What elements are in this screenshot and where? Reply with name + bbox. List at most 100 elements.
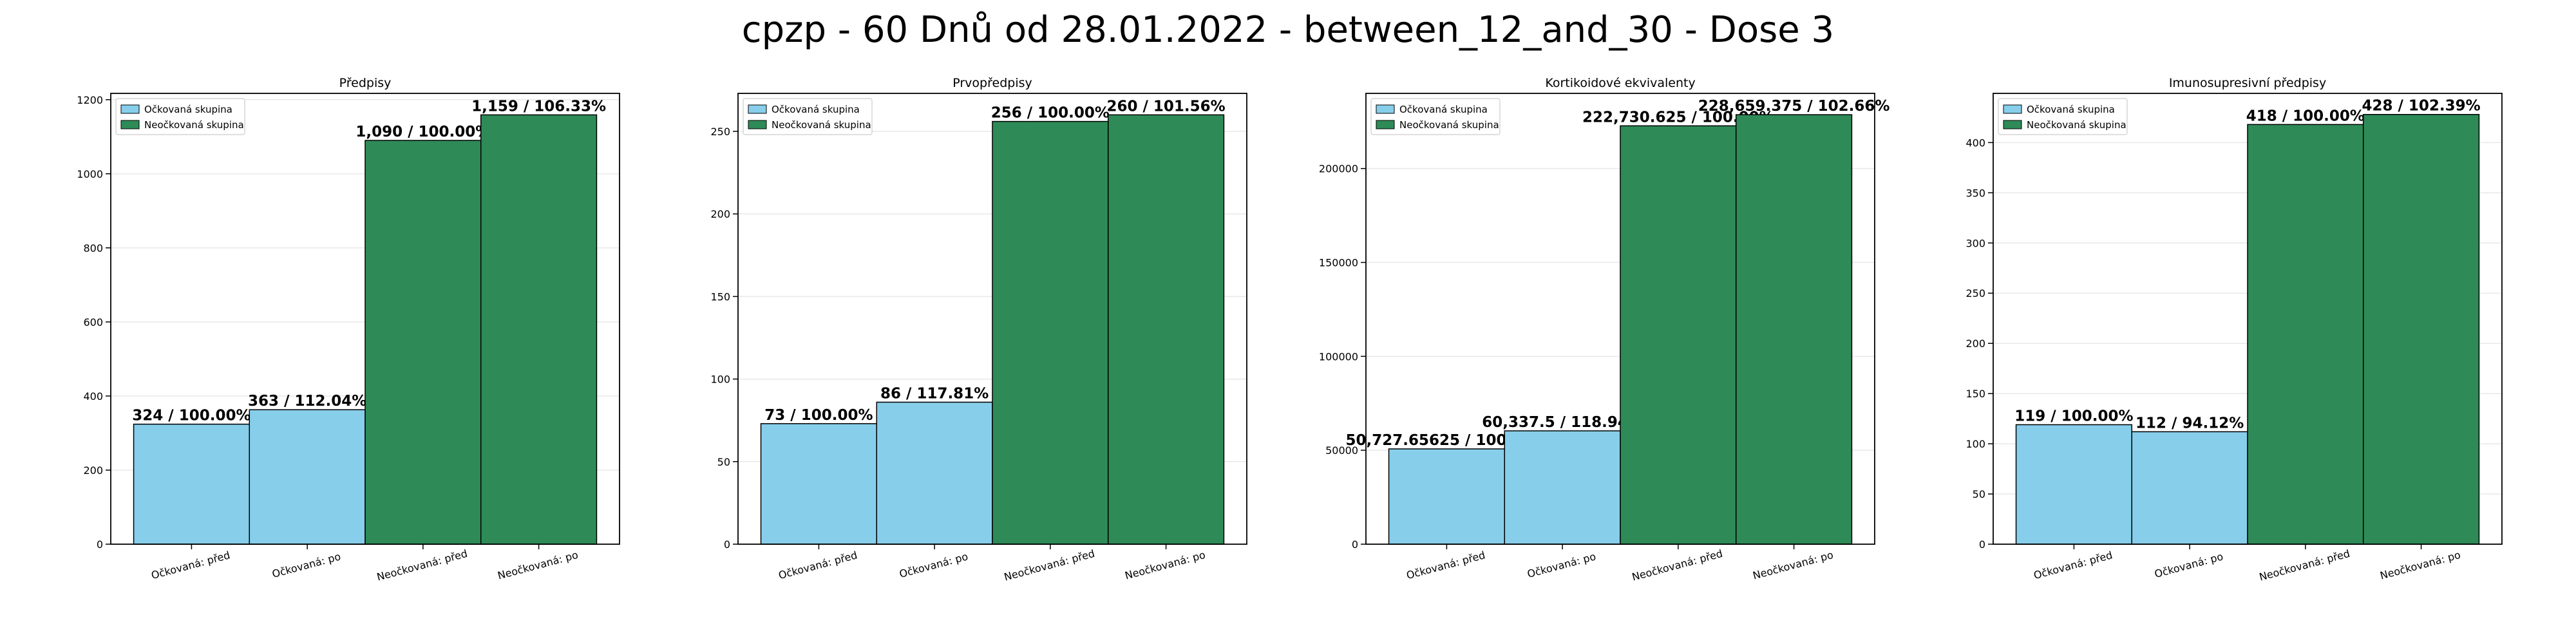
y-tick-label: 50 [1973, 488, 1985, 500]
legend: Očkovaná skupina Neočkovaná skupina [743, 98, 873, 135]
bar [2362, 113, 2480, 545]
bar [1735, 114, 1853, 545]
data-label: 428 / 102.39% [2362, 98, 2480, 115]
x-tick-label: Očkovaná: před [777, 549, 859, 582]
legend-entry: Očkovaná skupina [1399, 104, 1488, 115]
chart-title: Předpisy [339, 76, 392, 90]
y-tick-label: 100 [710, 374, 730, 386]
x-tick-label: Očkovaná: po [270, 550, 342, 580]
y-tick-label: 100 [1965, 438, 1985, 450]
x-tick-label: Očkovaná: po [1526, 550, 1597, 580]
bar [1388, 448, 1506, 545]
chart-title: Prvopředpisy [952, 76, 1032, 90]
x-tick-label: Neočkovaná: po [497, 549, 580, 582]
legend-swatch [120, 104, 140, 114]
legend-box [1370, 98, 1501, 135]
y-tick-label: 400 [1965, 137, 1985, 149]
bar [133, 423, 251, 545]
legend-entry: Očkovaná skupina [772, 104, 860, 115]
y-tick-label: 1200 [77, 94, 103, 106]
legend-swatch [748, 104, 767, 114]
x-tick-label: Neočkovaná: po [1124, 549, 1207, 582]
bar [480, 114, 598, 545]
y-tick-label: 200 [83, 464, 103, 477]
data-label: 112 / 94.12% [2136, 415, 2244, 431]
y-tick-label: 0 [97, 538, 103, 551]
y-tick-label: 350 [1965, 187, 1985, 199]
bar [1504, 430, 1621, 545]
y-tick-label: 50 [717, 456, 730, 468]
y-tick-label: 150 [710, 290, 730, 303]
y-tick-label: 200 [1965, 337, 1985, 350]
y-tick-label: 150 [1965, 388, 1985, 400]
x-tick-label: Neočkovaná: před [1003, 547, 1096, 583]
y-tick-label: 50000 [1325, 444, 1358, 457]
data-label: 260 / 101.56% [1106, 98, 1225, 115]
y-tick-label: 0 [1979, 538, 1985, 551]
bar [249, 409, 366, 545]
y-tick-label: 800 [83, 242, 103, 254]
legend-box [115, 98, 245, 135]
legend-entry: Neočkovaná skupina [772, 119, 871, 131]
data-label: 324 / 100.00% [132, 408, 251, 424]
y-tick-label: 200000 [1319, 163, 1358, 175]
chart-1: Předpisy 324 / 100.00% Očkovaná: před 363 /… [77, 76, 620, 583]
bar [2247, 124, 2364, 545]
data-label: 119 / 100.00% [2014, 408, 2133, 424]
legend: Očkovaná skupina Neočkovaná skupina [115, 98, 245, 135]
plot-frame [1365, 93, 1875, 545]
legend-swatch [2003, 120, 2022, 129]
x-tick-label: Neočkovaná: před [375, 547, 469, 583]
bar [2015, 424, 2133, 545]
y-tick-label: 250 [1965, 287, 1985, 299]
legend-entry: Neočkovaná skupina [1399, 119, 1499, 131]
data-label: 60,337.5 / 118.94% [1482, 414, 1643, 431]
x-tick-label: Očkovaná: před [150, 549, 232, 582]
legend-entry: Neočkovaná skupina [144, 119, 244, 131]
legend-entry: Neočkovaná skupina [2027, 119, 2126, 131]
plot-frame [737, 93, 1247, 545]
legend-box [1998, 98, 2128, 135]
data-label: 363 / 112.04% [248, 393, 366, 410]
x-tick-label: Očkovaná: po [2153, 550, 2224, 580]
x-tick-label: Očkovaná: před [2032, 549, 2114, 582]
y-tick-label: 400 [83, 390, 103, 402]
x-tick-label: Neočkovaná: po [2379, 549, 2462, 582]
y-tick-label: 250 [710, 126, 730, 138]
data-label: 86 / 117.81% [880, 385, 989, 402]
y-tick-label: 150000 [1319, 257, 1358, 269]
data-label: 256 / 100.00% [991, 105, 1110, 122]
bar [365, 140, 482, 545]
bar [760, 423, 878, 545]
data-label: 1,090 / 100.00% [355, 124, 490, 140]
data-label: 73 / 100.00% [764, 407, 873, 424]
legend-swatch [2003, 104, 2022, 114]
bar [992, 120, 1109, 545]
x-tick-label: Neočkovaná: před [2258, 547, 2351, 583]
figure-title: cpzp - 60 Dnů od 28.01.2022 - between_12… [741, 9, 1835, 51]
bar [2131, 431, 2248, 545]
legend-entry: Očkovaná skupina [2027, 104, 2115, 115]
x-tick-label: Očkovaná: před [1405, 549, 1487, 582]
legend-swatch [120, 120, 140, 129]
y-tick-label: 0 [724, 538, 730, 551]
y-tick-label: 1000 [77, 168, 103, 180]
legend: Očkovaná skupina Neočkovaná skupina [1370, 98, 1501, 135]
y-tick-label: 200 [710, 208, 730, 220]
x-tick-label: Neočkovaná: před [1631, 547, 1724, 583]
y-tick-label: 300 [1965, 237, 1985, 249]
legend-box [743, 98, 873, 135]
data-label: 1,159 / 106.33% [471, 98, 606, 115]
chart-title: Imunosupresivní předpisy [2169, 76, 2326, 90]
bar [876, 401, 993, 545]
x-tick-label: Neočkovaná: po [1752, 549, 1835, 582]
plot-frame [1993, 93, 2503, 545]
legend-swatch [1376, 120, 1395, 129]
chart-4: Imunosupresivní předpisy 119 / 100.00% Očk… [1965, 76, 2503, 583]
y-tick-label: 0 [1352, 538, 1358, 551]
legend-entry: Očkovaná skupina [144, 104, 232, 115]
legend-swatch [748, 120, 767, 129]
